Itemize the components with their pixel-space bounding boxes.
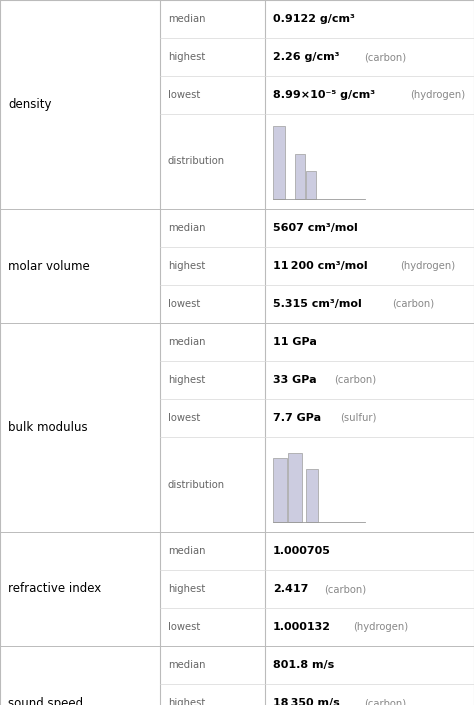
Text: 1.000705: 1.000705: [273, 546, 331, 556]
Text: bulk modulus: bulk modulus: [8, 421, 88, 434]
Bar: [288, 453, 301, 522]
Text: density: density: [8, 98, 52, 111]
Bar: [273, 126, 285, 199]
Text: refractive index: refractive index: [8, 582, 101, 596]
Text: (carbon): (carbon): [392, 299, 435, 309]
Text: sound speed: sound speed: [8, 697, 83, 705]
Text: (carbon): (carbon): [334, 375, 376, 385]
Text: median: median: [168, 660, 206, 670]
Text: median: median: [168, 337, 206, 347]
Text: (carbon): (carbon): [364, 52, 406, 62]
Text: highest: highest: [168, 52, 205, 62]
Text: highest: highest: [168, 584, 205, 594]
Text: highest: highest: [168, 375, 205, 385]
Text: 18 350 m/s: 18 350 m/s: [273, 698, 340, 705]
Bar: [306, 171, 316, 199]
Text: 0.9122 g/cm³: 0.9122 g/cm³: [273, 14, 355, 24]
Text: lowest: lowest: [168, 413, 200, 423]
Text: distribution: distribution: [168, 479, 225, 489]
Text: (carbon): (carbon): [364, 698, 406, 705]
Text: lowest: lowest: [168, 622, 200, 632]
Text: median: median: [168, 546, 206, 556]
Text: 11 200 cm³/mol: 11 200 cm³/mol: [273, 261, 368, 271]
Text: distribution: distribution: [168, 157, 225, 166]
Text: median: median: [168, 14, 206, 24]
Text: 1.000132: 1.000132: [273, 622, 331, 632]
Text: 2.26 g/cm³: 2.26 g/cm³: [273, 52, 339, 62]
Text: 5.315 cm³/mol: 5.315 cm³/mol: [273, 299, 362, 309]
Text: lowest: lowest: [168, 90, 200, 100]
Text: 7.7 GPa: 7.7 GPa: [273, 413, 321, 423]
Bar: [306, 470, 318, 522]
Text: 11 GPa: 11 GPa: [273, 337, 317, 347]
Bar: [273, 458, 287, 522]
Text: (hydrogen): (hydrogen): [353, 622, 408, 632]
Text: 2.417: 2.417: [273, 584, 309, 594]
Text: molar volume: molar volume: [8, 259, 90, 273]
Bar: [295, 154, 305, 199]
Text: 5607 cm³/mol: 5607 cm³/mol: [273, 223, 358, 233]
Text: 801.8 m/s: 801.8 m/s: [273, 660, 334, 670]
Text: (carbon): (carbon): [324, 584, 366, 594]
Text: lowest: lowest: [168, 299, 200, 309]
Text: 33 GPa: 33 GPa: [273, 375, 317, 385]
Text: median: median: [168, 223, 206, 233]
Text: 8.99×10⁻⁵ g/cm³: 8.99×10⁻⁵ g/cm³: [273, 90, 375, 100]
Text: (hydrogen): (hydrogen): [410, 90, 465, 100]
Text: highest: highest: [168, 261, 205, 271]
Text: (sulfur): (sulfur): [340, 413, 376, 423]
Text: highest: highest: [168, 698, 205, 705]
Text: (hydrogen): (hydrogen): [400, 261, 455, 271]
